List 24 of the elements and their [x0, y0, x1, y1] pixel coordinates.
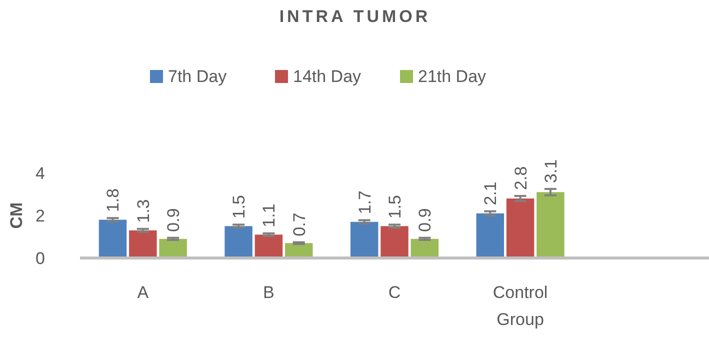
- chart-title: INTRA TUMOR: [279, 7, 431, 26]
- data-label: 1.8: [104, 188, 123, 212]
- data-label: 1.5: [386, 194, 404, 219]
- data-label: 3.1: [541, 159, 560, 183]
- y-tick-label: 4: [36, 164, 45, 183]
- legend-label: 14th Day: [293, 67, 362, 86]
- data-label: 2.1: [481, 182, 500, 206]
- data-label: 1.1: [260, 204, 279, 228]
- data-label: 0.9: [164, 208, 184, 232]
- y-tick-label: 2: [36, 206, 45, 226]
- data-label: 1.7: [355, 190, 374, 214]
- x-tick-label: C: [388, 283, 401, 302]
- legend-label: 7th Day: [168, 67, 228, 86]
- data-label: 1.3: [134, 199, 153, 223]
- y-tick-label: 0: [36, 248, 45, 268]
- legend-label: 21th Day: [418, 67, 487, 86]
- data-label: 1.5: [230, 194, 249, 219]
- y-axis-title: CM: [7, 202, 26, 229]
- data-label: 0.9: [416, 208, 435, 232]
- x-tick-label: Control Group: [492, 283, 548, 329]
- data-label: 2.8: [511, 166, 530, 190]
- x-tick-label: B: [263, 283, 274, 302]
- x-tick-label: A: [137, 283, 150, 302]
- data-label: 0.7: [290, 212, 309, 236]
